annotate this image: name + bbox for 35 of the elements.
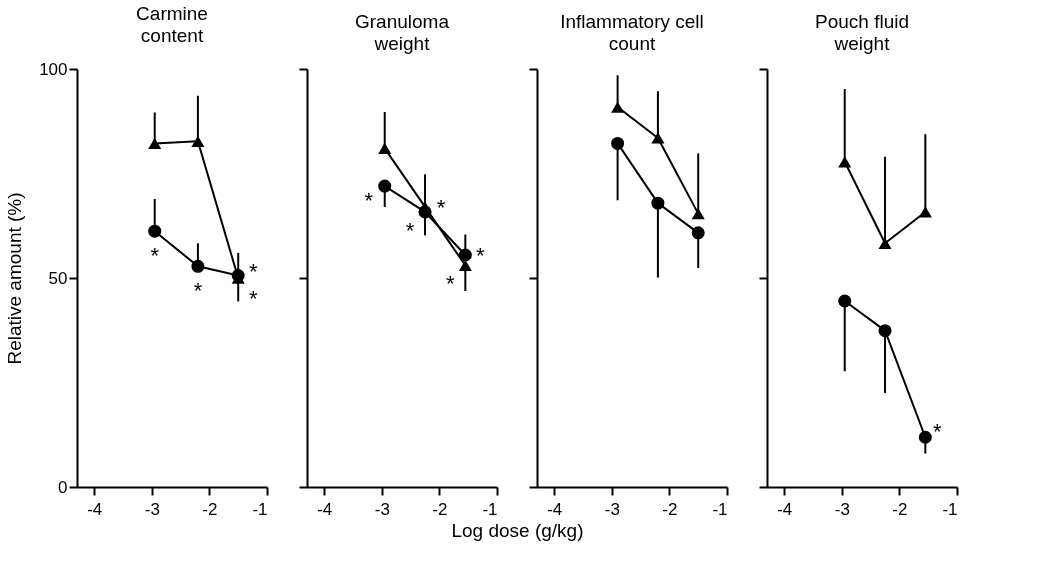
annotation: * — [364, 188, 374, 214]
x-tick-label: -4 — [87, 499, 103, 519]
x-tick-label: -2 — [432, 499, 448, 519]
x-tick-label: -3 — [144, 499, 160, 519]
annotation: * — [436, 194, 446, 220]
annotation: * — [405, 217, 415, 243]
x-tick-label: -1 — [252, 499, 268, 519]
y-axis-title: Relative amount (%) — [4, 192, 26, 365]
y-tick-label: 100 — [39, 59, 68, 79]
x-axis-title: Log dose (g/kg) — [451, 519, 584, 541]
annotation: * — [150, 243, 160, 269]
x-tick-label: -3 — [604, 499, 620, 519]
y-tick-label: 0 — [58, 477, 68, 497]
chart-title: Carmine content — [136, 3, 208, 46]
annotation: * — [446, 271, 456, 297]
x-tick-label: -1 — [482, 499, 498, 519]
x-tick-label: -2 — [892, 499, 908, 519]
chart-title: Inflammatory cell count — [560, 11, 704, 54]
x-tick-label: -2 — [202, 499, 218, 519]
x-tick-label: -4 — [317, 499, 333, 519]
x-tick-label: -3 — [834, 499, 850, 519]
x-tick-label: -4 — [547, 499, 563, 519]
annotation: * — [248, 259, 258, 285]
x-tick-label: -2 — [662, 499, 678, 519]
x-tick-label: -1 — [712, 499, 728, 519]
annotation: * — [193, 278, 203, 304]
annotation: * — [933, 419, 943, 445]
annotation: * — [476, 243, 486, 269]
x-tick-label: -3 — [374, 499, 390, 519]
chart-title: Pouch fluid weight — [814, 11, 910, 54]
x-tick-label: -1 — [942, 499, 958, 519]
y-tick-label: 50 — [48, 268, 68, 288]
x-tick-label: -4 — [777, 499, 793, 519]
annotation: * — [248, 286, 258, 311]
chart-title: Granuloma weight — [355, 11, 450, 54]
